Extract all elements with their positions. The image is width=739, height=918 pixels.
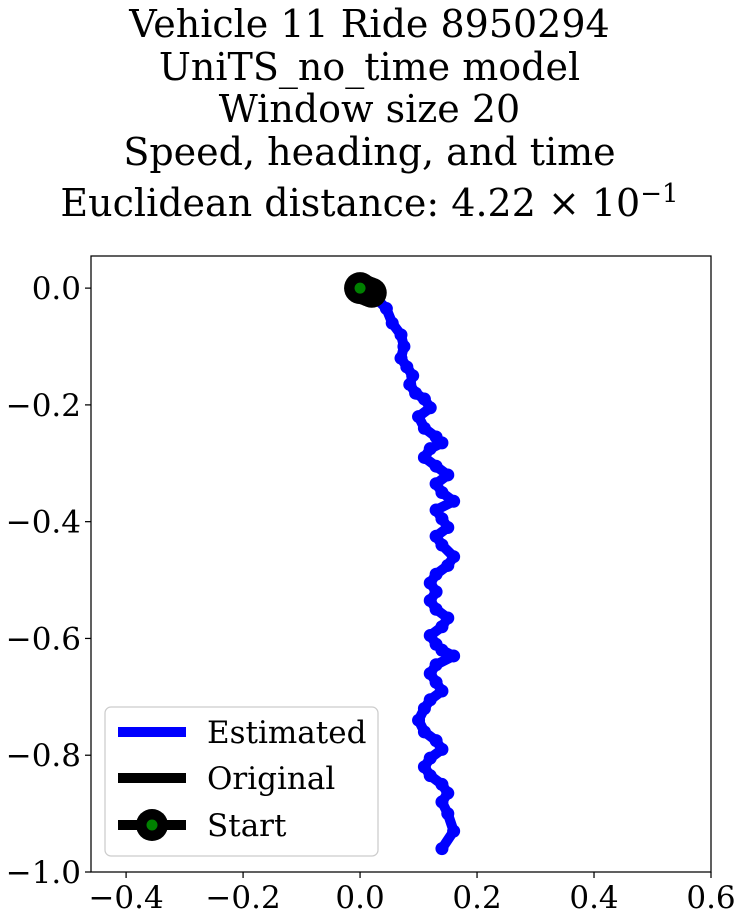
x-tick-label: 0.0 <box>335 880 384 916</box>
estimated-point <box>435 643 449 657</box>
x-tick-label: −0.4 <box>88 880 163 916</box>
title-exponent: −1 <box>640 179 679 209</box>
estimated-point <box>429 459 443 473</box>
estimated-point <box>423 769 437 783</box>
legend-label-estimated: Estimated <box>207 715 366 751</box>
y-tick-label: −0.8 <box>6 738 81 774</box>
estimated-point <box>441 558 455 572</box>
estimated-point <box>447 824 461 838</box>
title-line-4: Speed, heading, and time <box>123 129 616 174</box>
chart-title: Vehicle 11 Ride 8950294 UniTS_no_time mo… <box>0 0 739 225</box>
estimated-point <box>417 725 431 739</box>
y-tick-label: −0.6 <box>6 621 81 657</box>
estimated-point <box>417 450 431 464</box>
estimated-point <box>447 649 461 663</box>
estimated-point <box>379 302 393 316</box>
y-axis: 0.0 −0.2 −0.4 −0.6 −0.8 −1.0 <box>6 271 91 891</box>
estimated-point <box>447 494 461 508</box>
title-line-3: Window size 20 <box>218 87 521 131</box>
estimated-point <box>435 842 449 856</box>
x-tick-label: 0.2 <box>452 880 501 916</box>
legend-start-marker-center <box>146 819 158 831</box>
estimated-point <box>441 521 455 535</box>
x-tick-label: 0.6 <box>686 880 735 916</box>
y-tick-label: −0.4 <box>6 505 81 541</box>
estimated-point <box>435 795 449 809</box>
title-line-1: Vehicle 11 Ride 8950294 <box>129 2 610 46</box>
estimated-point <box>412 713 426 727</box>
estimated-point <box>435 485 449 499</box>
x-tick-label: 0.4 <box>569 880 618 916</box>
legend-box <box>104 706 379 857</box>
estimated-point <box>385 316 399 330</box>
title-line-5-text: Euclidean distance: 4.22 × 10 <box>60 181 641 225</box>
estimated-point <box>417 421 431 435</box>
y-tick-label: −1.0 <box>6 855 81 891</box>
series-layer <box>344 272 461 856</box>
title-line-2: UniTS_no_time model <box>158 44 581 89</box>
y-tick-label: 0.0 <box>32 271 81 307</box>
estimated-point <box>423 401 437 415</box>
legend-label-original: Original <box>207 761 335 797</box>
y-tick-label: −0.2 <box>6 388 81 424</box>
start-marker-center <box>354 282 366 294</box>
x-axis: −0.4 −0.2 0.0 0.2 0.4 0.6 <box>88 872 736 916</box>
estimated-point <box>435 436 449 450</box>
estimated-point <box>417 702 431 716</box>
estimated-point <box>435 538 449 552</box>
estimated-point <box>394 328 408 342</box>
estimated-point <box>412 410 426 424</box>
estimated-point <box>397 340 411 354</box>
title-line-5: Euclidean distance: 4.22 × 10−1 <box>0 173 739 225</box>
x-tick-label: −0.2 <box>205 880 280 916</box>
estimated-point <box>441 807 455 821</box>
estimated-point <box>429 602 443 616</box>
estimated-point <box>435 620 449 634</box>
legend-label-start: Start <box>207 808 287 844</box>
legend: Estimated Original Start <box>104 706 379 857</box>
estimated-point <box>441 468 455 482</box>
estimated-point <box>435 742 449 756</box>
estimated-point <box>435 684 449 698</box>
